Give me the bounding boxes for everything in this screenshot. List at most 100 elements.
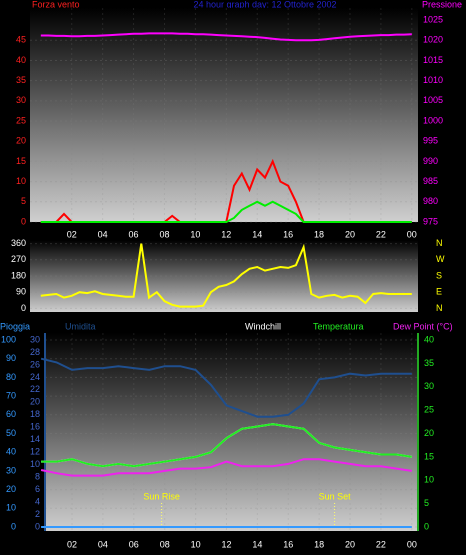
x-tick-label: 02 (67, 539, 77, 549)
pressure-axis-title: Pressione (422, 0, 462, 9)
x-tick-label: 20 (345, 539, 355, 549)
y2-tick-label: E (436, 287, 442, 297)
y2-tick-label: 1015 (423, 55, 443, 65)
y2-tick-label: 15 (424, 451, 434, 461)
y-tick-label: 50 (6, 428, 16, 438)
y-tick-label: 80 (6, 372, 16, 382)
x-tick-label: 22 (376, 539, 386, 549)
y-tick-label: 20 (16, 136, 26, 146)
y-tick-label: 45 (16, 35, 26, 45)
x-tick-label: 02 (67, 229, 77, 239)
x-tick-label: 16 (283, 229, 293, 239)
x-tick-label: 14 (252, 539, 262, 549)
y-tick-label: 15 (16, 156, 26, 166)
series-line (40, 243, 412, 308)
y3-tick-label: 2 (35, 509, 40, 519)
wind-axis-title: Forza vento (32, 0, 80, 9)
y3-tick-label: 14 (30, 434, 40, 444)
x-tick-label: 14 (252, 229, 262, 239)
y-tick-label: 10 (6, 503, 16, 513)
y2-tick-label: 35 (424, 358, 434, 368)
y-tick-label: 100 (1, 334, 16, 344)
y-tick-label: 5 (21, 196, 26, 206)
plot-background (45, 333, 418, 531)
y3-tick-label: 6 (35, 484, 40, 494)
y2-tick-label: 975 (423, 216, 438, 226)
y-tick-label: 40 (6, 447, 16, 457)
y3-tick-label: 28 (30, 347, 40, 357)
series-line (40, 200, 412, 223)
annotation: Sun Rise (143, 491, 180, 501)
y2-tick-label: 10 (424, 475, 434, 485)
series-line (40, 458, 412, 477)
y3-tick-label: 10 (30, 459, 40, 469)
x-tick-label: 04 (98, 539, 108, 549)
legend-entry: Temperatura (313, 321, 364, 331)
y-tick-label: 35 (16, 75, 26, 85)
y2-tick-label: 1010 (423, 75, 443, 85)
x-tick-label: 18 (314, 539, 324, 549)
legend-entry: Umidita (65, 321, 96, 331)
y3-tick-label: 22 (30, 384, 40, 394)
y-tick-label: 90 (6, 353, 16, 363)
x-tick-label: 18 (314, 229, 324, 239)
series-line (41, 423, 412, 468)
y-tick-label: 0 (21, 216, 26, 226)
chart-title: 24 hour graph day: 12 Ottobre 2002 (193, 0, 336, 9)
y2-tick-label: 995 (423, 136, 438, 146)
y2-tick-label: 985 (423, 176, 438, 186)
y-tick-label: 25 (16, 115, 26, 125)
x-tick-label: 08 (160, 539, 170, 549)
y-tick-label: 30 (16, 95, 26, 105)
series-line (40, 32, 412, 42)
legend-entry: Dew Point (°C) (393, 321, 453, 331)
y-tick-label: 180 (11, 270, 26, 280)
y3-tick-label: 20 (30, 397, 40, 407)
y3-tick-label: 0 (35, 521, 40, 531)
y2-tick-label: N (436, 303, 443, 313)
y2-tick-label: 30 (424, 381, 434, 391)
y2-tick-label: 0 (424, 521, 429, 531)
series-line (40, 357, 412, 418)
y-tick-label: 10 (16, 176, 26, 186)
y3-tick-label: 24 (30, 372, 40, 382)
y-tick-label: 40 (16, 55, 26, 65)
y2-tick-label: 5 (424, 498, 429, 508)
x-tick-label: 10 (191, 539, 201, 549)
y3-tick-label: 30 (30, 334, 40, 344)
y2-tick-label: 25 (424, 405, 434, 415)
x-tick-label: 00 (407, 539, 417, 549)
plot-background (30, 8, 418, 222)
y2-tick-label: W (436, 254, 445, 264)
x-tick-label: 22 (376, 229, 386, 239)
y-tick-label: 360 (11, 238, 26, 248)
legend-entry: Pioggia (0, 321, 30, 331)
legend-entry: Windchill (245, 321, 281, 331)
y-tick-label: 0 (11, 521, 16, 531)
x-tick-label: 00 (407, 229, 417, 239)
x-tick-label: 04 (98, 229, 108, 239)
x-tick-label: 16 (283, 539, 293, 549)
y-tick-label: 60 (6, 409, 16, 419)
y3-tick-label: 26 (30, 359, 40, 369)
y2-tick-label: 1025 (423, 14, 443, 24)
y2-tick-label: 990 (423, 156, 438, 166)
x-tick-label: 06 (129, 229, 139, 239)
x-tick-label: 20 (345, 229, 355, 239)
y-tick-label: 0 (21, 303, 26, 313)
y3-tick-label: 16 (30, 422, 40, 432)
x-tick-label: 06 (129, 539, 139, 549)
y-tick-label: 90 (16, 287, 26, 297)
y3-tick-label: 8 (35, 472, 40, 482)
y2-tick-label: 40 (424, 334, 434, 344)
annotation: Sun Set (319, 491, 352, 501)
y-tick-label: 70 (6, 390, 16, 400)
y2-tick-label: 980 (423, 196, 438, 206)
x-tick-label: 08 (159, 229, 169, 239)
y2-tick-label: S (436, 270, 442, 280)
y-tick-label: 30 (6, 465, 16, 475)
x-tick-label: 10 (190, 229, 200, 239)
y2-tick-label: 1020 (423, 35, 443, 45)
plot-background (30, 240, 418, 312)
